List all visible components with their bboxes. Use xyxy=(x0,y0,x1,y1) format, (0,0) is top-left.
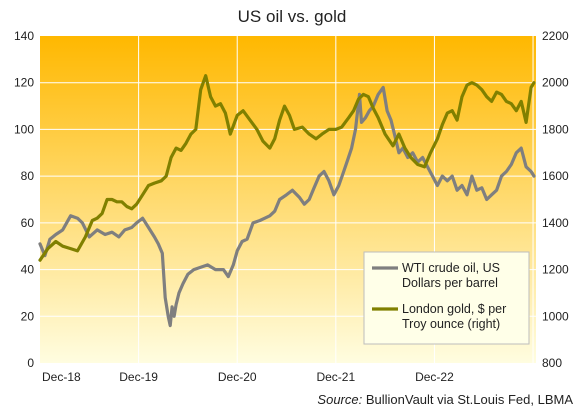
series-line-gold xyxy=(38,74,536,262)
chart-title: US oil vs. gold xyxy=(238,7,347,26)
y-right-tick-2000: 2000 xyxy=(542,76,569,90)
legend-label-gold-line2: Troy ounce (right) xyxy=(402,317,500,331)
y-right-tick-1200: 1200 xyxy=(542,263,569,277)
y-right-tick-800: 800 xyxy=(542,356,562,370)
x-tick-Dec-19: Dec-19 xyxy=(119,370,158,384)
y-left-tick-40: 40 xyxy=(21,263,35,277)
y-left-tick-120: 120 xyxy=(14,76,34,90)
legend-label-gold-line1: London gold, $ per xyxy=(402,302,506,316)
x-tick-Dec-20: Dec-20 xyxy=(218,370,257,384)
x-tick-Dec-22: Dec-22 xyxy=(415,370,454,384)
y-right-tick-1400: 1400 xyxy=(542,216,569,230)
source-label: Source: xyxy=(317,392,362,407)
x-tick-Dec-18: Dec-18 xyxy=(42,370,81,384)
legend-label-oil-line1: WTI crude oil, US xyxy=(402,261,500,275)
series-line-oil xyxy=(38,85,536,328)
source-text: BullionVault via St.Louis Fed, LBMA xyxy=(362,392,573,407)
y-left-tick-100: 100 xyxy=(14,122,34,136)
y-left-tick-80: 80 xyxy=(21,169,35,183)
source-note: Source: BullionVault via St.Louis Fed, L… xyxy=(317,392,573,407)
y-left-tick-0: 0 xyxy=(27,356,34,370)
y-left-tick-140: 140 xyxy=(14,29,34,43)
left-axis-ticks: 0 20 40 60 80 100 120 140 xyxy=(14,29,34,370)
x-tick-Dec-21: Dec-21 xyxy=(316,370,355,384)
legend: WTI crude oil, US Dollars per barrel Lon… xyxy=(363,251,530,345)
right-axis-ticks: 800 1000 1200 1400 1600 1800 2000 2200 xyxy=(542,29,569,370)
series-layer xyxy=(38,74,536,328)
y-left-tick-60: 60 xyxy=(21,216,35,230)
y-right-tick-1800: 1800 xyxy=(542,122,569,136)
y-right-tick-1000: 1000 xyxy=(542,309,569,323)
y-right-tick-1600: 1600 xyxy=(542,169,569,183)
y-left-tick-20: 20 xyxy=(21,309,35,323)
y-right-tick-2200: 2200 xyxy=(542,29,569,43)
legend-label-oil-line2: Dollars per barrel xyxy=(402,276,498,290)
x-axis-ticks: Dec-18 Dec-19 Dec-20 Dec-21 Dec-22 xyxy=(42,370,454,384)
